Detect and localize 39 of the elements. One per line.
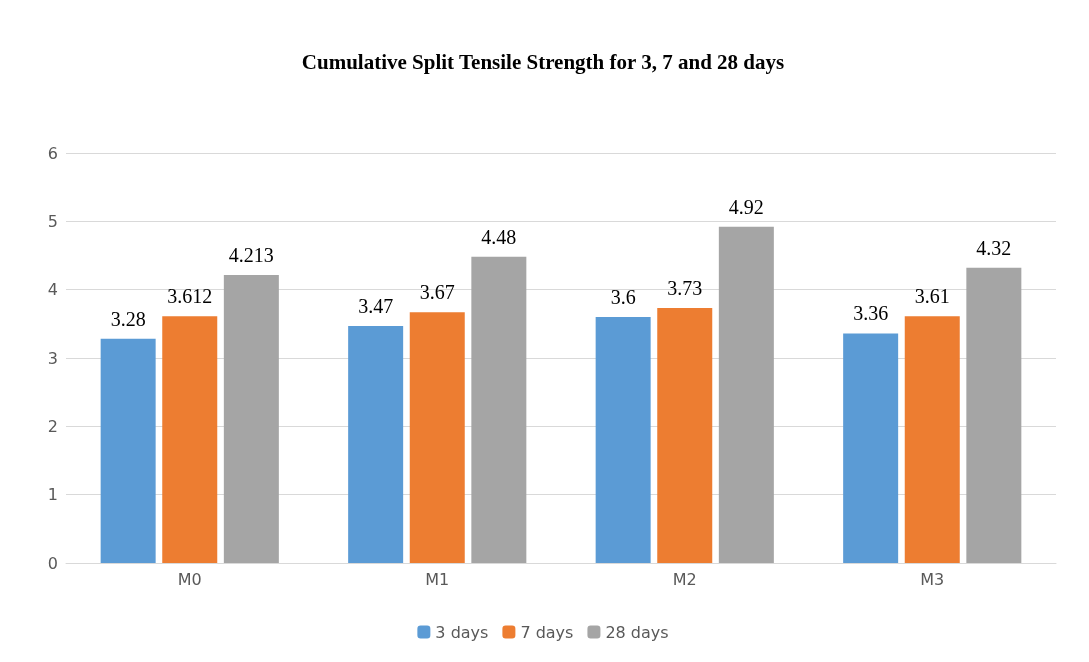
x-tick-label: M2 <box>672 569 697 589</box>
x-tick-label: M0 <box>177 569 202 589</box>
bar <box>657 308 713 563</box>
x-tick-label: M1 <box>425 569 450 589</box>
bar <box>223 275 279 563</box>
legend-label: 3 days <box>435 622 489 642</box>
bar <box>718 226 774 563</box>
y-tick-label: 3 <box>47 348 58 368</box>
y-tick-label: 0 <box>47 553 58 573</box>
chart-title: Cumulative Split Tensile Strength for 3, 7 and 28 days <box>301 49 785 74</box>
y-tick-label: 5 <box>47 211 58 231</box>
bar <box>100 338 156 563</box>
data-label: 4.92 <box>728 195 764 218</box>
data-label: 3.28 <box>110 307 146 330</box>
bar <box>409 312 465 563</box>
y-tick-label: 6 <box>47 143 58 163</box>
legend-label: 7 days <box>520 622 574 642</box>
data-label: 3.6 <box>610 286 636 308</box>
data-label: 3.612 <box>167 285 213 308</box>
x-tick-label: M3 <box>920 569 945 589</box>
data-label: 3.73 <box>667 277 703 300</box>
bar <box>471 256 527 563</box>
bar <box>348 325 404 563</box>
y-tick-label: 2 <box>47 416 58 436</box>
bar <box>162 316 218 563</box>
legend-label: 28 days <box>605 622 669 642</box>
data-label: 4.213 <box>228 244 274 267</box>
data-label: 3.47 <box>358 294 394 317</box>
data-label: 4.32 <box>976 236 1012 259</box>
bar <box>843 333 899 563</box>
data-label: 4.48 <box>481 225 517 248</box>
bar <box>595 317 651 563</box>
y-tick-label: 1 <box>47 485 58 505</box>
bar <box>904 316 960 563</box>
y-tick-label: 4 <box>47 280 58 300</box>
data-label: 3.36 <box>853 302 889 325</box>
data-label: 3.67 <box>419 281 455 304</box>
data-label: 3.61 <box>914 285 950 308</box>
bar <box>966 267 1022 563</box>
